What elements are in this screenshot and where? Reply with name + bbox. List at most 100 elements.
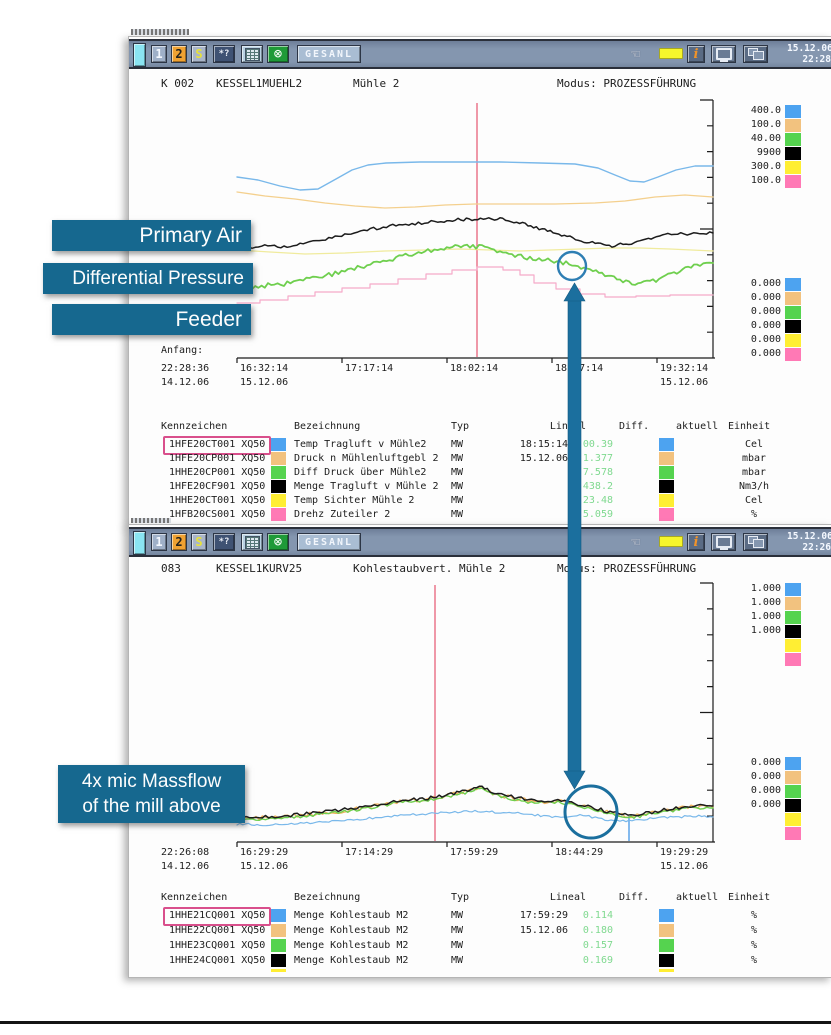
gesanl-button[interactable]: GESANL — [297, 45, 361, 63]
col-header-diff: Diff. — [619, 421, 650, 432]
cell-tag: 1HHE21CQ001 XQ50 — [169, 910, 266, 921]
series-color-swatch — [785, 625, 801, 638]
trend-window-mill: 1 2 S *? ⊗ GESANL ☜ i 15.12.06 22:28 K 002 KESSEL1M… — [128, 36, 831, 526]
cyan-indicator-button[interactable] — [133, 531, 146, 555]
aktuell-color-swatch — [659, 939, 674, 952]
cell-unit: Nm3/h — [738, 481, 770, 492]
cell-tag: 1HFE20CT001 XQ50 — [169, 439, 266, 450]
monitor-button[interactable] — [711, 45, 736, 63]
stop-circle-button[interactable]: ⊗ — [267, 45, 289, 63]
col-header-kennzeichen: Kennzeichen — [161, 892, 228, 903]
monitor-button[interactable] — [711, 533, 736, 551]
annotation-text: 4x mic Massflow — [81, 771, 222, 792]
report-button[interactable] — [241, 533, 263, 551]
scale-value: 9900 — [756, 147, 781, 158]
trend-curve — [236, 809, 714, 827]
series-color-swatch — [785, 757, 801, 770]
hand-icon: ☜ — [631, 45, 641, 63]
series-color-swatch — [785, 161, 801, 174]
cell-typ: MW — [451, 495, 464, 506]
scale-value: 0.000 — [750, 771, 781, 782]
series-color-swatch — [785, 306, 801, 319]
toolbar-time: 22:28 — [802, 54, 831, 65]
cell-lineal-value: 0.180 — [582, 925, 613, 936]
aktuell-color-swatch — [659, 452, 674, 465]
cell-description: Menge Kohlestaub M2 — [294, 940, 409, 951]
cell-lineal-time: 17:59:29 — [519, 910, 568, 921]
monitor-icon — [715, 536, 732, 550]
cell-tag: 1HFE20CP001 XQ50 — [169, 453, 266, 464]
cell-lineal-value: 0.169 — [582, 955, 613, 966]
report-button[interactable] — [241, 45, 263, 63]
scale-value: 100.0 — [750, 175, 781, 186]
cell-description: Menge Kohlestaub M2 — [294, 955, 409, 966]
cell-typ: MW — [451, 481, 464, 492]
view-1-button[interactable]: 1 — [151, 45, 167, 63]
cell-description: Diff Druck über Mühle2 — [294, 467, 427, 478]
info-button[interactable]: i — [687, 533, 705, 551]
view-2-button[interactable]: 2 — [171, 45, 187, 63]
view-2-button[interactable]: 2 — [171, 533, 187, 551]
windows-icon — [747, 536, 764, 548]
cell-typ: MW — [451, 509, 464, 520]
windows-button[interactable] — [743, 45, 768, 63]
help-button[interactable]: *? — [213, 533, 235, 551]
monitor-icon — [715, 48, 732, 62]
trend-window-coaldust: 1 2 S *? ⊗ GESANL ☜ i 15.12.06 22:26 083 KESSEL1KUR… — [128, 524, 831, 978]
cell-description: Temp Tragluft v Mühle2 — [294, 439, 427, 450]
windows-button[interactable] — [743, 533, 768, 551]
cell-unit: % — [750, 910, 758, 921]
info-button[interactable]: i — [687, 45, 705, 63]
double-arrow-icon — [563, 282, 586, 790]
annotation-circle-top — [556, 250, 588, 282]
cell-lineal-value: 7.578 — [582, 467, 613, 478]
alarm-indicator — [659, 536, 683, 547]
scale-value: 1.000 — [750, 625, 781, 636]
view-1-button[interactable]: 1 — [151, 533, 167, 551]
cell-description: Druck n Mühlenluftgebl 2 — [294, 453, 439, 464]
annotation-text: of the mill above — [82, 796, 221, 817]
cell-lineal-value: 0.157 — [582, 940, 613, 951]
x-tick-time: 19:32:14 — [660, 363, 709, 374]
trend-curve — [236, 787, 714, 822]
cell-typ: MW — [451, 925, 464, 936]
series-color-swatch — [785, 147, 801, 160]
series-color-swatch — [785, 639, 801, 652]
col-header-bezeichnung: Bezeichnung — [294, 421, 361, 432]
report-grid-icon — [244, 535, 260, 549]
select-button[interactable]: S — [191, 533, 207, 551]
help-button[interactable]: *? — [213, 45, 235, 63]
anfang-time: 22:28:36 — [161, 363, 210, 374]
series-color-swatch — [785, 133, 801, 146]
col-header-lineal: Lineal — [549, 892, 586, 903]
series-color-swatch — [785, 119, 801, 132]
trend-curve — [236, 191, 714, 209]
cropped-row-swatch — [271, 969, 286, 972]
series-color-swatch — [785, 597, 801, 610]
display-name: KESSEL1KURV25 — [216, 562, 303, 575]
annotation-massflow: 4x mic Massflow of the mill above — [58, 765, 245, 823]
scale-value: 400.0 — [750, 105, 781, 116]
series-color-swatch — [785, 105, 801, 118]
toolbar: 1 2 S *? ⊗ GESANL ☜ i 15.12.06 22:26 — [129, 527, 831, 557]
select-button[interactable]: S — [191, 45, 207, 63]
series-color-swatch — [785, 320, 801, 333]
aktuell-color-swatch — [659, 480, 674, 493]
gesanl-button[interactable]: GESANL — [297, 533, 361, 551]
trend-curve — [236, 161, 714, 191]
col-header-einheit: Einheit — [728, 421, 771, 432]
x-tick-date: 15.12.06 — [660, 861, 709, 872]
scale-value: 0.000 — [750, 278, 781, 289]
series-color-swatch — [785, 292, 801, 305]
cyan-indicator-button[interactable] — [133, 43, 146, 67]
report-grid-icon — [244, 47, 260, 61]
series-color-swatch — [785, 583, 801, 596]
series-color-swatch — [785, 334, 801, 347]
annotation-feeder: Feeder — [52, 304, 251, 335]
cell-typ: MW — [451, 453, 464, 464]
cell-unit: % — [750, 509, 758, 520]
cell-unit: Cel — [744, 495, 764, 506]
stop-circle-button[interactable]: ⊗ — [267, 533, 289, 551]
